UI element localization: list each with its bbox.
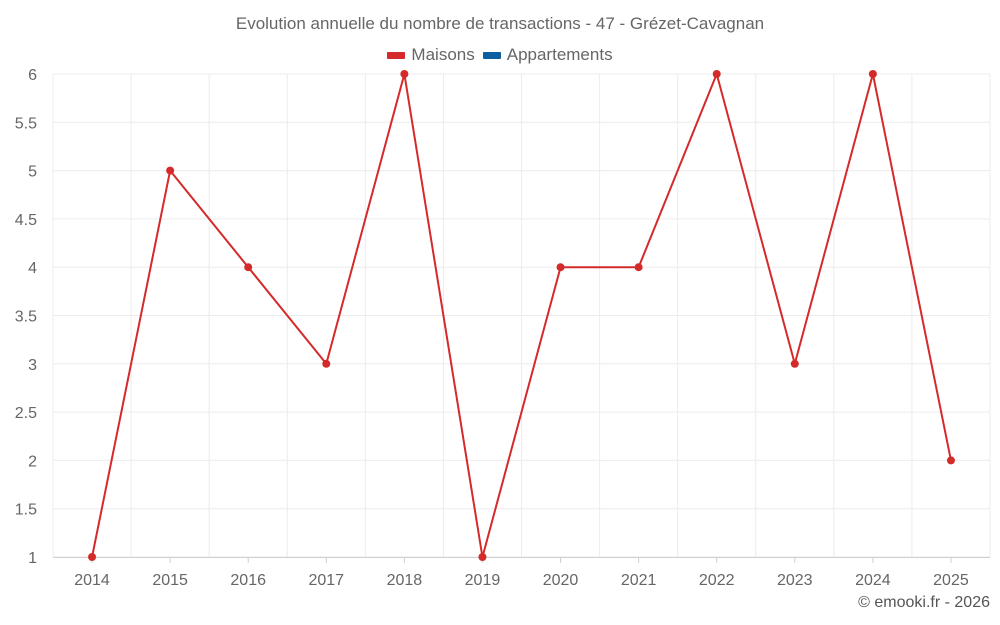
y-tick-label: 2 [28,453,37,470]
y-tick-label: 3 [28,357,37,374]
legend-item-appartements[interactable]: Appartements [482,45,613,65]
x-tick-label: 2016 [230,572,266,589]
data-point[interactable] [322,359,331,368]
x-tick-label: 2018 [387,572,423,589]
legend-label-appartements: Appartements [506,45,613,64]
y-tick-label: 4 [28,260,37,277]
chart-title: Evolution annuelle du nombre de transact… [235,14,765,33]
legend: Maisons Appartements [0,45,1000,65]
y-tick-label: 5.5 [15,115,37,132]
data-point[interactable] [478,553,487,561]
x-tick-label: 2024 [855,572,891,589]
legend-swatch-appartements [482,51,501,59]
data-point[interactable] [790,359,799,368]
x-tick-label: 2015 [152,572,188,589]
data-point[interactable] [166,166,175,175]
y-tick-label: 3.5 [15,309,37,326]
x-tick-label: 2023 [777,572,813,589]
legend-swatch-maisons [387,51,406,59]
y-tick-label: 6 [28,67,37,84]
y-tick-label: 1 [28,550,37,567]
data-point[interactable] [244,263,253,272]
x-tick-label: 2020 [543,572,579,589]
legend-item-maisons[interactable]: Maisons [387,45,475,65]
x-tick-label: 2022 [699,572,735,589]
data-point[interactable] [712,70,721,78]
y-tick-label: 1.5 [15,502,37,519]
y-tick-label: 5 [28,164,37,181]
y-tick-label: 2.5 [15,405,37,422]
data-point[interactable] [400,70,409,78]
axes: 1 1.5 2 2.5 3 3.5 4 4.5 5 5.5 6 2014 2015 2016 2017 201… [15,67,990,589]
data-point[interactable] [634,263,643,272]
series-layer [88,70,955,561]
data-point[interactable] [946,456,955,465]
data-point[interactable] [88,553,97,561]
grid [52,73,991,558]
data-point[interactable] [556,263,565,272]
y-tick-label: 4.5 [15,212,37,229]
legend-label-maisons: Maisons [411,45,475,64]
x-tick-label: 2021 [621,572,657,589]
series-line-maisons [91,73,952,558]
credit: © emooki.fr - 2026 [858,594,990,611]
x-tick-label: 2019 [465,572,501,589]
x-tick-label: 2014 [74,572,110,589]
x-tick-label: 2025 [933,572,969,589]
data-point[interactable] [868,70,877,78]
x-tick-label: 2017 [308,572,344,589]
